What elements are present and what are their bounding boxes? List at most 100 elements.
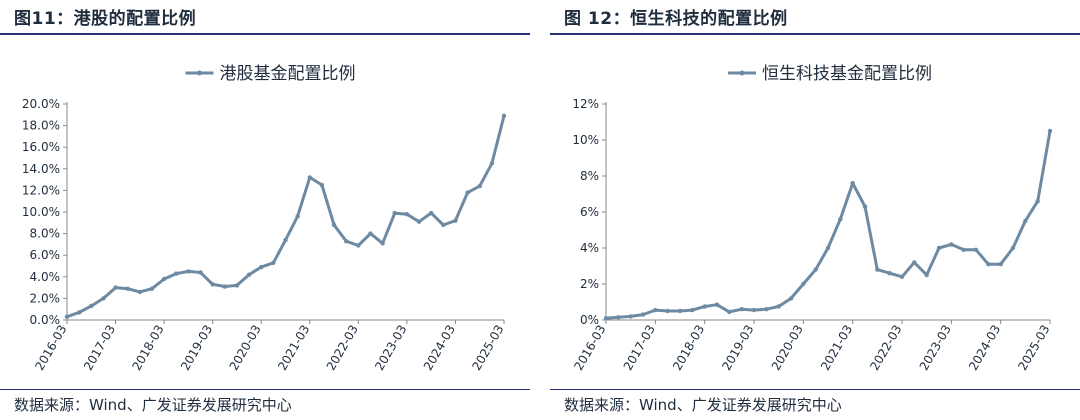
data-point <box>137 289 143 295</box>
data-source: 数据来源：Wind、广发证券发展研究中心 <box>14 396 292 414</box>
y-tick-label: 18.0% <box>22 119 60 133</box>
data-point <box>628 314 633 319</box>
legend-marker-icon <box>197 70 202 76</box>
data-point <box>1023 218 1028 224</box>
x-tick-label: 2018-03 <box>130 323 167 373</box>
data-point <box>788 296 794 301</box>
y-tick-label: 8.0% <box>30 227 61 241</box>
data-point <box>356 243 361 248</box>
line-chart-hang-seng-tech: 恒生科技基金配置比例 0% 2% 4% 6% 8% 10% 12% 2016-03 2017-03… <box>571 64 1053 373</box>
data-point <box>640 312 646 317</box>
x-tick-label: 2017-03 <box>621 323 658 373</box>
data-point <box>986 262 991 267</box>
y-tick-label: 2% <box>580 277 599 291</box>
data-point <box>875 267 880 272</box>
data-point <box>101 296 106 301</box>
figure-title: 图 12：恒生科技的配置比例 <box>564 9 788 29</box>
data-point <box>949 242 954 247</box>
x-tick-label: 2021-03 <box>818 323 855 373</box>
data-point <box>210 282 215 287</box>
data-point <box>368 231 373 236</box>
data-point <box>428 210 434 216</box>
data-point <box>603 316 609 321</box>
data-point <box>113 285 118 290</box>
data-point <box>739 307 744 312</box>
data-point <box>416 219 422 224</box>
x-tick-label: 2025-03 <box>469 323 506 373</box>
series-line <box>66 115 506 319</box>
x-tick-label: 2019-03 <box>178 323 215 373</box>
data-point <box>259 264 264 270</box>
x-tick-label: 2022-03 <box>867 323 904 373</box>
title-divider <box>0 33 530 35</box>
data-point <box>453 218 458 223</box>
x-tick-label: 2016-03 <box>571 323 608 373</box>
y-tick-label: 2.0% <box>30 291 61 305</box>
data-point <box>283 237 288 243</box>
y-tick-label: 16.0% <box>22 140 60 154</box>
data-point <box>307 175 312 180</box>
data-point <box>936 245 942 251</box>
x-tick-label: 2024-03 <box>421 323 458 373</box>
y-tick-label: 4% <box>580 241 599 255</box>
data-point <box>404 211 410 217</box>
x-tick-label: 2016-03 <box>32 323 69 373</box>
x-tick-label: 2024-03 <box>966 323 1003 373</box>
chart-panel-hk-stocks: 图11：港股的配置比例 港股基金配置比例 0.0% 2.0% 4.0% 6.0% 8.0%… <box>0 0 530 420</box>
data-point <box>924 272 929 278</box>
data-point <box>714 302 720 307</box>
chart-panel-hang-seng-tech: 图 12：恒生科技的配置比例 恒生科技基金配置比例 0% 2% 4% 6% 8% 10% 12… <box>550 0 1080 420</box>
data-point <box>825 245 831 251</box>
data-point <box>489 161 495 166</box>
source-divider <box>0 389 530 390</box>
data-point <box>702 304 707 309</box>
data-point <box>380 241 385 246</box>
y-tick-label: 14.0% <box>22 162 60 176</box>
legend-label: 港股基金配置比例 <box>220 64 356 84</box>
source-divider <box>550 389 1080 390</box>
y-tick-label: 6% <box>580 205 599 219</box>
x-tick-label: 2019-03 <box>719 323 756 373</box>
data-point <box>392 210 397 216</box>
data-point <box>813 267 818 272</box>
x-tick-label: 2020-03 <box>227 323 264 373</box>
data-point <box>186 269 191 274</box>
y-tick-label: 0% <box>580 313 599 327</box>
y-tick-label: 8% <box>580 169 599 183</box>
data-point <box>1035 199 1040 204</box>
data-source: 数据来源：Wind、广发证券发展研究中心 <box>564 396 842 414</box>
line-chart-hk-stocks: 港股基金配置比例 0.0% 2.0% 4.0% 6.0% 8.0% 10.0% 12.0% 14… <box>22 64 507 373</box>
title-divider <box>550 33 1080 35</box>
y-tick-label: 0.0% <box>30 313 61 327</box>
data-point <box>1047 128 1053 134</box>
data-point <box>912 260 917 265</box>
data-point <box>801 281 806 287</box>
data-point <box>465 190 470 195</box>
data-point <box>862 204 868 209</box>
data-point <box>973 247 979 252</box>
legend: 恒生科技基金配置比例 <box>728 64 932 84</box>
data-point <box>764 307 769 312</box>
legend-label: 恒生科技基金配置比例 <box>762 64 932 84</box>
y-tick-label: 4.0% <box>30 270 61 284</box>
y-tick-label: 10% <box>572 133 599 147</box>
data-point <box>665 308 670 314</box>
data-point <box>850 181 855 186</box>
x-tick-label: 2021-03 <box>275 323 312 373</box>
x-tick-label: 2020-03 <box>769 323 806 373</box>
x-tick-label: 2025-03 <box>1015 323 1052 373</box>
data-point <box>477 183 482 189</box>
y-tick-label: 10.0% <box>22 205 60 219</box>
data-point <box>838 217 843 222</box>
data-point <box>501 113 507 119</box>
data-point <box>616 315 621 320</box>
data-point <box>198 270 203 275</box>
y-tick-label: 20.0% <box>22 97 60 111</box>
legend-marker-icon <box>739 70 745 76</box>
data-point <box>441 222 446 228</box>
data-point <box>174 271 179 276</box>
x-tick-label: 2018-03 <box>670 323 707 373</box>
data-point <box>161 276 167 282</box>
data-point <box>751 307 757 313</box>
data-point <box>271 260 276 265</box>
